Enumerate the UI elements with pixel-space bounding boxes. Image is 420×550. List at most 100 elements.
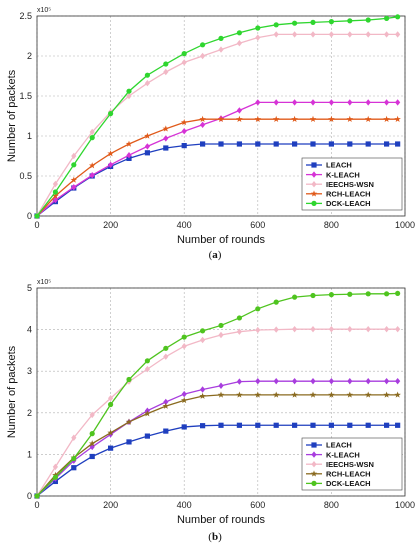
x-tick-label: 200: [103, 220, 118, 230]
data-point: [310, 31, 316, 38]
data-point: [273, 22, 279, 28]
data-point: [200, 52, 206, 60]
data-point: [328, 19, 334, 25]
data-point: [144, 365, 150, 373]
data-point: [199, 115, 206, 122]
data-point: [310, 377, 316, 385]
x-tick-label: 1000: [395, 220, 415, 230]
data-point: [107, 150, 114, 157]
legend-entry: DCK-LEACH: [326, 479, 371, 488]
data-point: [364, 391, 372, 398]
legend-entry: IEECHS-WSN: [326, 460, 374, 469]
y-tick-label: 4: [27, 325, 32, 335]
x-tick-label: 800: [324, 500, 339, 510]
legend-entry: RCH-LEACH: [326, 190, 371, 199]
series-dck-leach: [34, 14, 401, 219]
data-point: [273, 326, 279, 333]
y-tick-label: 0: [27, 491, 32, 501]
data-point: [292, 99, 298, 106]
data-point: [163, 398, 169, 406]
data-point: [236, 141, 242, 147]
data-point: [162, 125, 170, 132]
data-point: [144, 433, 150, 439]
data-point: [395, 377, 401, 385]
data-point: [163, 145, 169, 151]
y-exponent-label: x10⁵: [37, 279, 51, 286]
x-tick-label: 200: [103, 500, 118, 510]
data-point: [236, 115, 243, 122]
data-point: [310, 19, 316, 25]
y-tick-label: 1.5: [19, 91, 32, 101]
y-axis-label: Number of packets: [6, 345, 18, 438]
data-point: [126, 376, 132, 383]
data-point: [292, 141, 298, 147]
data-point: [292, 20, 298, 26]
data-point: [365, 99, 371, 106]
data-point: [52, 180, 58, 188]
data-point: [272, 115, 280, 122]
data-point: [347, 31, 353, 38]
legend-swatch-marker: [311, 461, 317, 468]
data-point: [199, 392, 206, 399]
data-point: [180, 396, 188, 404]
x-axis-label: Number of rounds: [177, 234, 266, 246]
data-point: [144, 72, 150, 78]
data-point: [395, 31, 401, 38]
data-point: [395, 325, 401, 333]
data-point: [163, 428, 169, 434]
legend-swatch-marker: [310, 190, 318, 197]
x-tick-label: 600: [250, 220, 265, 230]
data-point: [254, 391, 262, 398]
data-point: [255, 377, 261, 385]
data-point: [52, 196, 58, 204]
data-point: [71, 184, 77, 191]
data-point: [395, 99, 401, 106]
data-point: [310, 99, 316, 106]
x-tick-label: 0: [34, 220, 39, 230]
data-point: [328, 115, 335, 122]
panel-caption: (a): [209, 249, 222, 261]
data-point: [88, 162, 96, 169]
axes-frame: [36, 15, 406, 217]
legend-swatch-marker: [311, 451, 317, 458]
data-point: [273, 99, 279, 106]
data-point: [347, 18, 353, 24]
data-point: [52, 474, 59, 480]
data-point: [162, 402, 170, 409]
y-tick-label: 1: [27, 449, 32, 459]
data-point: [217, 391, 225, 398]
data-point: [255, 326, 261, 334]
data-point: [384, 325, 390, 333]
data-point: [144, 410, 151, 417]
data-point: [89, 135, 95, 141]
panel-caption: (b): [208, 531, 222, 543]
data-point: [347, 325, 353, 333]
data-point: [255, 306, 261, 312]
data-point: [144, 80, 150, 87]
data-point: [181, 343, 187, 350]
data-point: [384, 141, 390, 147]
data-point: [71, 455, 77, 462]
data-point: [291, 391, 298, 398]
data-point: [163, 345, 169, 351]
data-point: [236, 315, 242, 321]
data-point: [144, 143, 150, 150]
data-point: [163, 68, 169, 76]
legend-swatch-marker: [311, 171, 317, 178]
axes-frame: [36, 287, 406, 497]
data-point: [200, 42, 206, 48]
data-point: [384, 422, 390, 428]
data-point: [347, 422, 353, 428]
y-tick-label: 2: [27, 51, 32, 61]
y-tick-label: 2: [27, 408, 32, 418]
x-tick-label: 1000: [395, 500, 415, 510]
data-point: [365, 422, 371, 428]
x-tick-label: 800: [324, 220, 339, 230]
data-point: [236, 422, 242, 428]
data-point: [364, 115, 372, 122]
data-point: [365, 325, 371, 333]
data-point: [181, 143, 187, 149]
legend-entry: LEACH: [326, 441, 352, 450]
legend-swatch-marker: [310, 470, 318, 477]
data-point: [255, 99, 261, 106]
